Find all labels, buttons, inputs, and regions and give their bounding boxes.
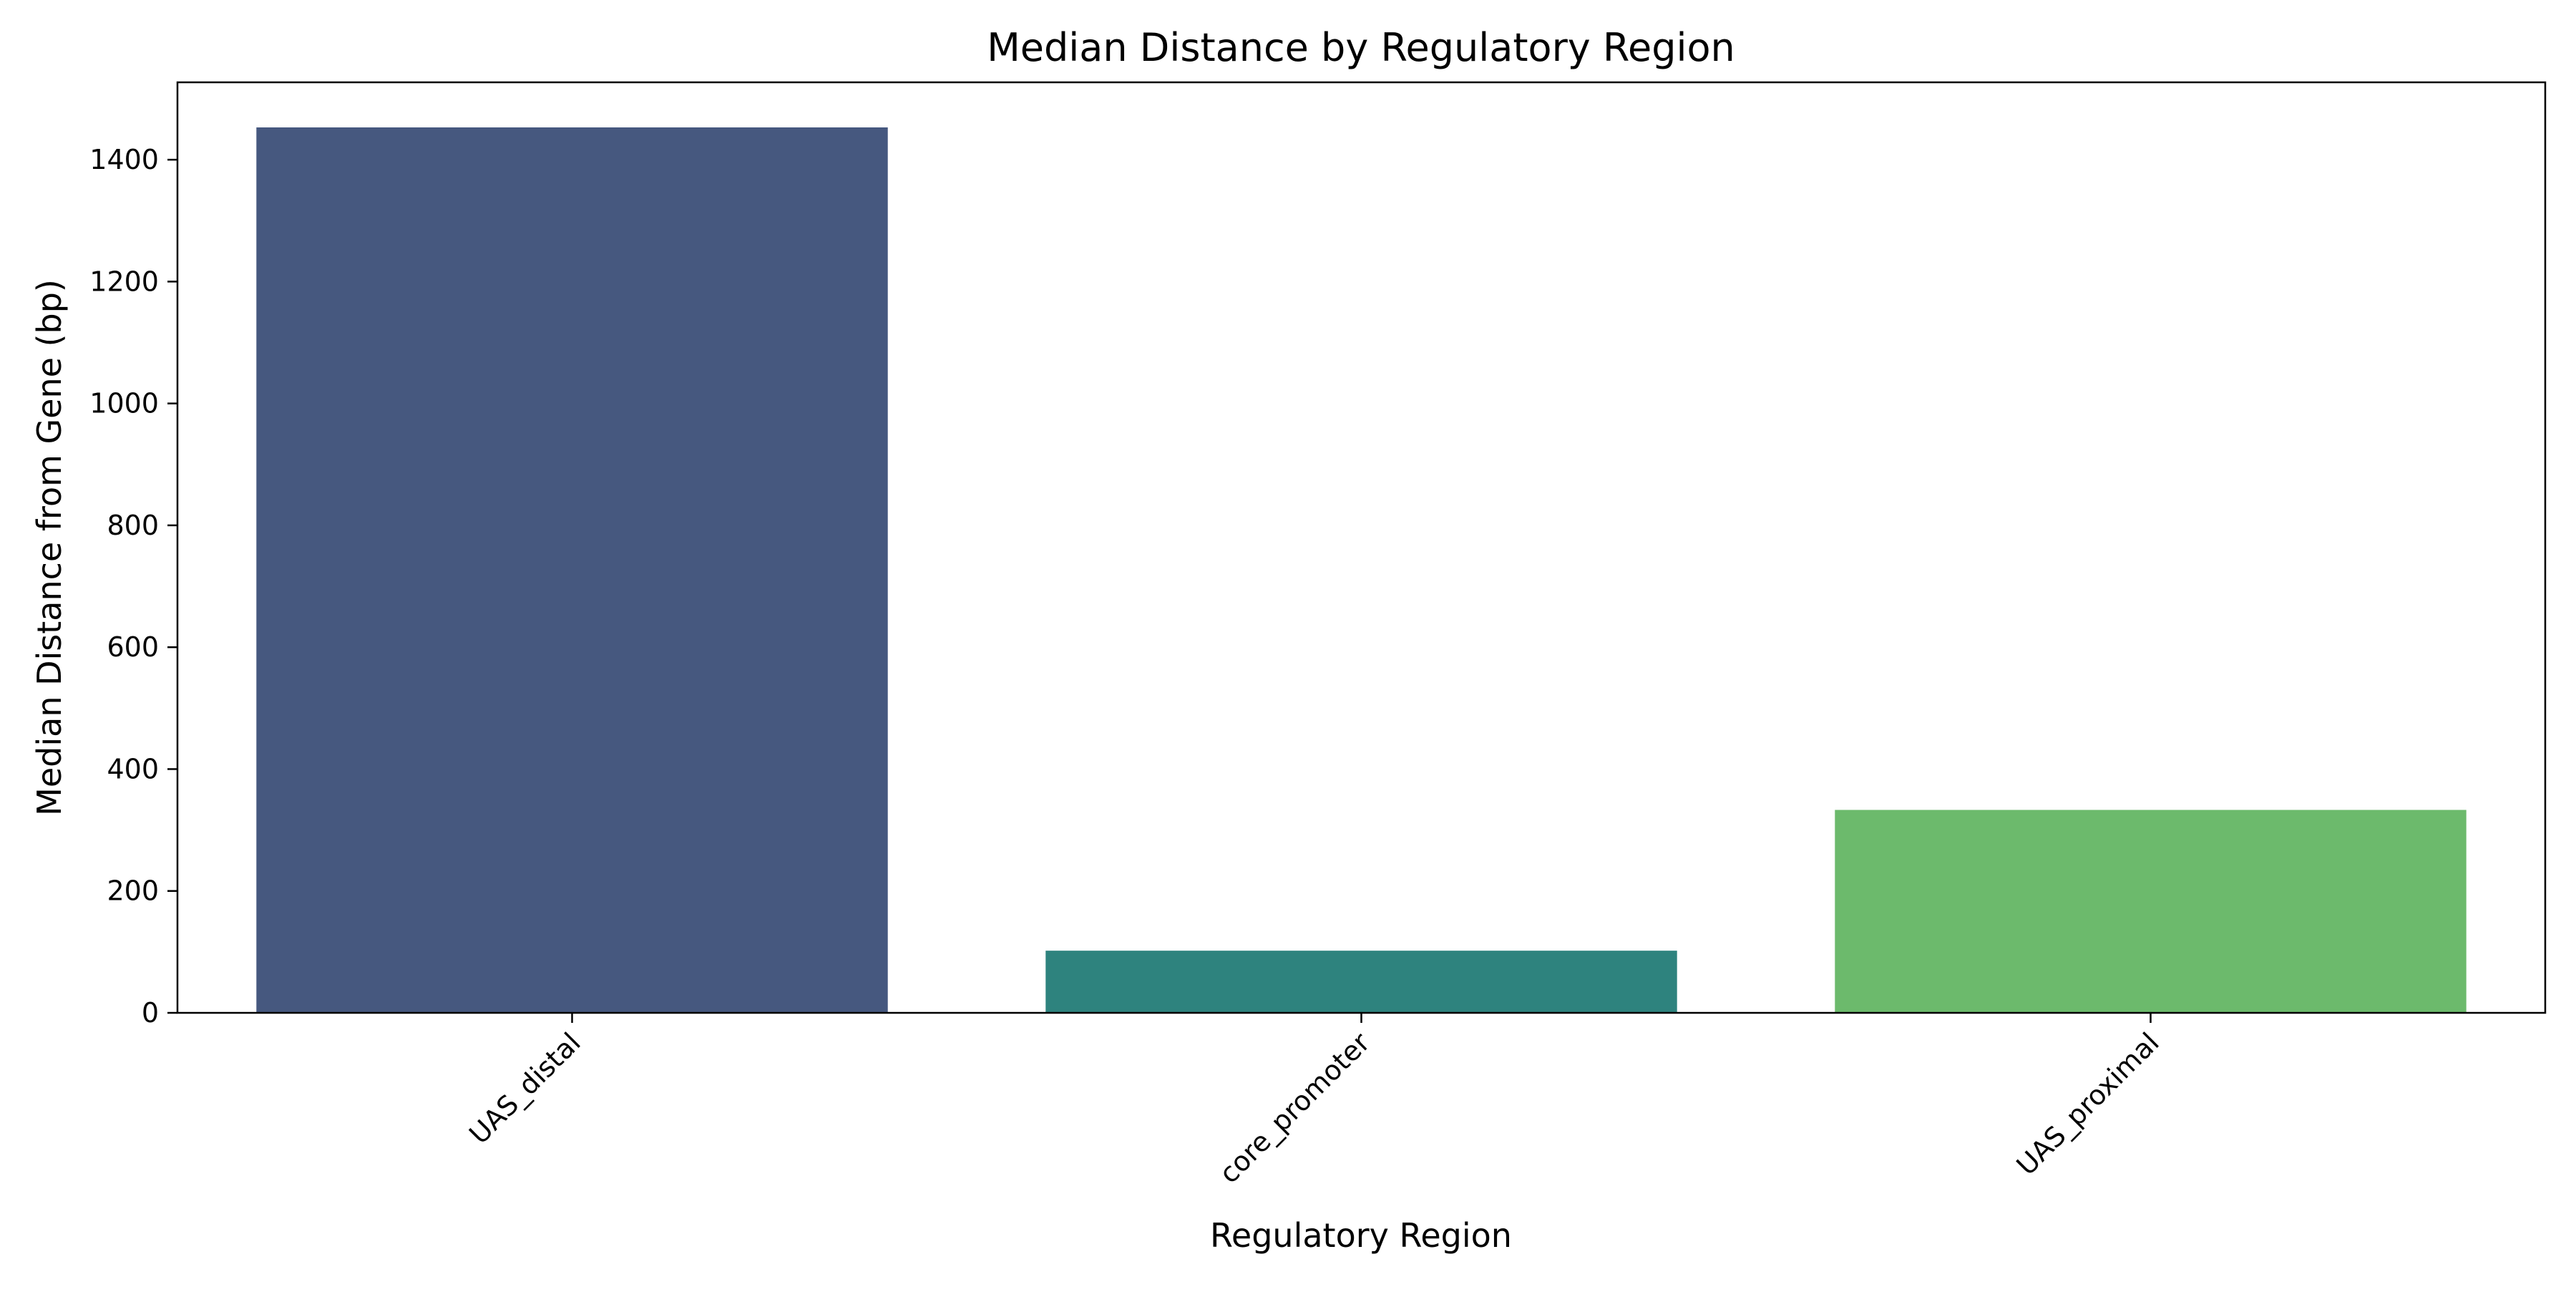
chart-title: Median Distance by Regulatory Region — [987, 25, 1735, 70]
y-tick-label: 400 — [107, 753, 159, 785]
bar-UAS_distal — [256, 127, 888, 1013]
bars-layer — [256, 127, 2467, 1013]
y-tick-label: 1400 — [89, 144, 159, 175]
y-tick-label: 800 — [107, 510, 159, 541]
y-tick-label: 600 — [107, 631, 159, 663]
y-tick-label: 1200 — [89, 266, 159, 297]
bar-UAS_proximal — [1835, 810, 2467, 1013]
y-tick-label: 0 — [142, 997, 159, 1029]
y-axis: 0 200 400 600 800 1000 1200 1400 — [89, 144, 177, 1029]
y-tick-label: 200 — [107, 875, 159, 907]
bar-core_promoter — [1045, 951, 1677, 1013]
y-tick-label: 1000 — [89, 388, 159, 419]
x-axis-label: Regulatory Region — [1210, 1216, 1512, 1255]
y-axis-label: Median Distance from Gene (bp) — [30, 279, 69, 816]
